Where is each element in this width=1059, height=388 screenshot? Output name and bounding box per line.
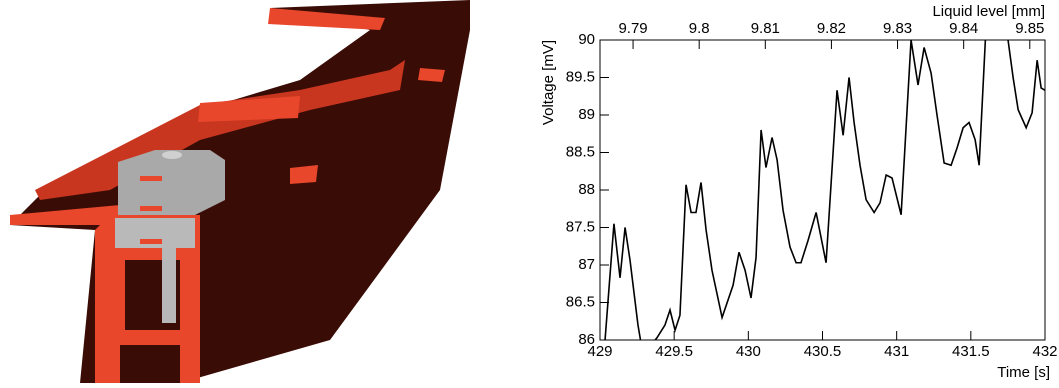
render-rib: [268, 8, 385, 30]
y-tick-label: 87.5: [566, 218, 595, 235]
x2-tick-label: 9.8: [689, 20, 710, 37]
plot-frame: [599, 39, 1046, 341]
x2-tick-label: 9.81: [751, 20, 780, 37]
render-sensor: [118, 150, 225, 215]
data-line: [604, 40, 1045, 340]
render-rod: [162, 245, 176, 323]
render-rib: [198, 96, 300, 122]
y-tick-label: 89.5: [566, 68, 595, 85]
x2-tick-label: 9.85: [1015, 20, 1044, 37]
x-tick-label: 431.5: [952, 343, 990, 360]
render-cap: [162, 151, 182, 159]
x2-tick-label: 9.82: [817, 20, 846, 37]
x-tick-label: 430: [736, 343, 761, 360]
x-tick-label: 429.5: [655, 343, 693, 360]
x2-tick-label: 9.84: [949, 20, 978, 37]
y-axis-title: Voltage [mV]: [540, 40, 557, 125]
render-sensor: [115, 218, 195, 248]
detector-render: [10, 0, 470, 383]
y-tick-label: 88: [578, 181, 595, 198]
render-mark: [140, 206, 162, 211]
x-axis-title: Time [s]: [997, 364, 1050, 381]
render-rib: [290, 165, 318, 184]
render-mark: [140, 239, 162, 244]
x2-axis-title: Liquid level [mm]: [932, 3, 1045, 20]
y-tick-label: 87: [578, 256, 595, 273]
x2-tick-label: 9.83: [883, 20, 912, 37]
x-tick-label: 429: [587, 343, 612, 360]
x-tick-label: 431: [884, 343, 909, 360]
x2-tick-label: 9.79: [618, 20, 647, 37]
y-tick-label: 86.5: [566, 293, 595, 310]
y-tick-label: 90: [578, 31, 595, 48]
y-tick-label: 86: [578, 331, 595, 348]
x-tick-label: 432: [1032, 343, 1057, 360]
x-tick-label: 430.5: [804, 343, 842, 360]
y-tick-label: 89: [578, 106, 595, 123]
render-rib: [418, 68, 445, 82]
render-mark: [140, 176, 162, 181]
y-tick-label: 88.5: [566, 143, 595, 160]
